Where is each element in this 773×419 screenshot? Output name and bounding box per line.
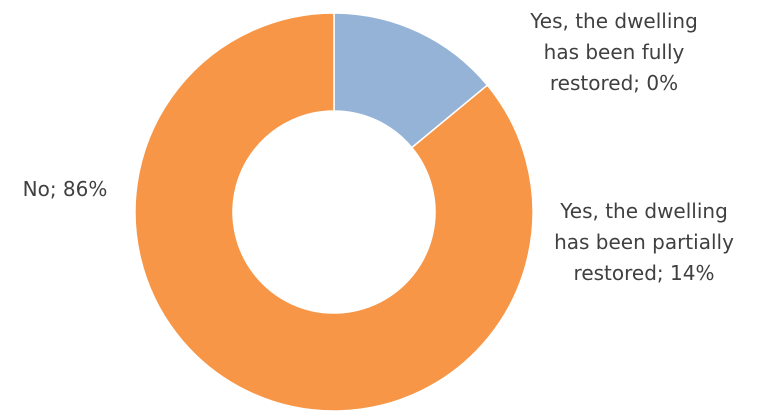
data-label-line: No; 86% xyxy=(22,177,108,201)
doughnut-slice-2 xyxy=(134,12,534,412)
data-label-no: No; 86% xyxy=(6,174,124,205)
data-label-partially-restored: Yes, the dwelling has been partially res… xyxy=(516,196,772,289)
data-label-line: Yes, the dwelling xyxy=(530,9,698,33)
data-label-line: Yes, the dwelling xyxy=(560,199,728,223)
data-label-line: has been fully xyxy=(543,40,685,64)
data-label-fully-restored: Yes, the dwelling has been fully restore… xyxy=(486,6,742,99)
data-label-line: has been partially xyxy=(554,230,734,254)
data-label-line: restored; 0% xyxy=(549,71,679,95)
data-label-line: restored; 14% xyxy=(573,261,715,285)
